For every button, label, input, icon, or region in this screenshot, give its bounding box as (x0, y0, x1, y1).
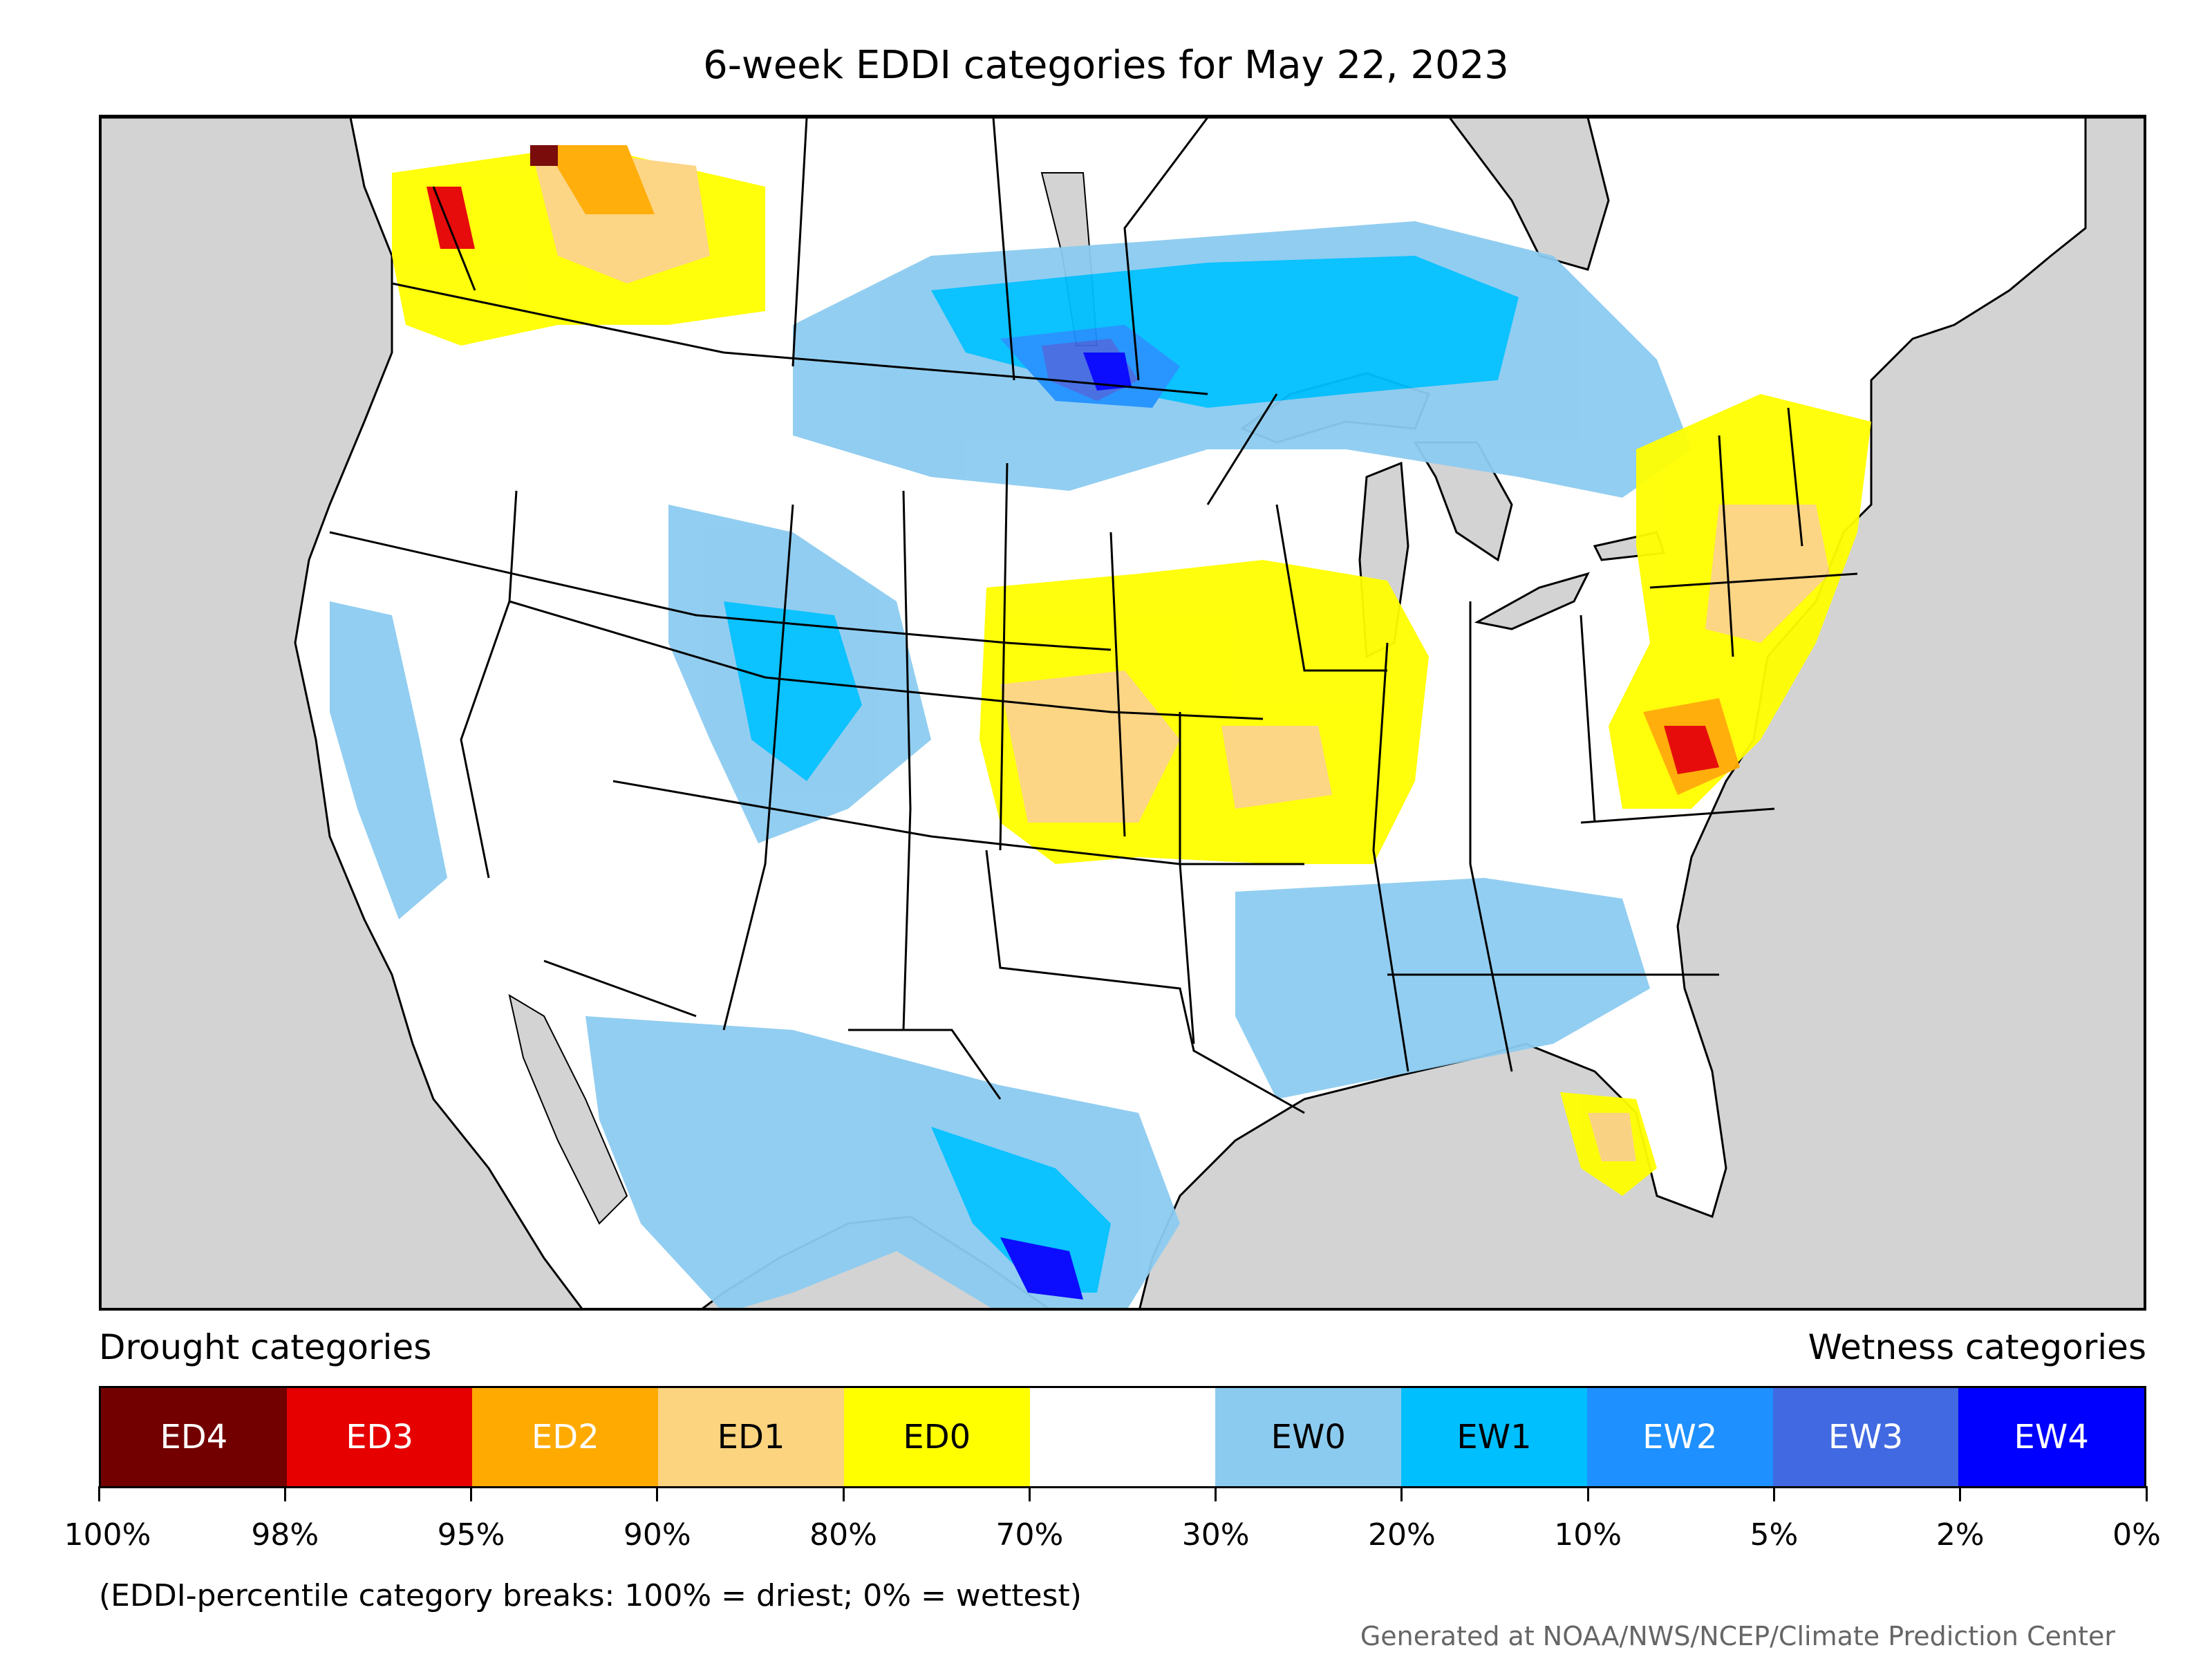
patch-ed1-florida (1588, 1113, 1636, 1161)
map-graphic (102, 118, 2144, 1308)
colorbar-tick-label: 5% (1750, 1517, 1799, 1553)
category-colorbar: ED4 ED3 ED2 ED1 ED0 EW0 EW1 EW2 EW3 EW4 (99, 1386, 2146, 1488)
colorbar-tick (283, 1486, 286, 1501)
colorbar-tick (470, 1486, 473, 1501)
colorbar-tick (656, 1486, 659, 1501)
category-ed3: ED3 (286, 1388, 473, 1486)
colorbar-tick-label: 100% (64, 1517, 151, 1553)
drought-heading: Drought categories (99, 1327, 432, 1367)
colorbar-tick (1586, 1486, 1589, 1501)
category-ew3: EW3 (1772, 1388, 1959, 1486)
wetness-heading: Wetness categories (1808, 1327, 2146, 1367)
colorbar-ticks (97, 1486, 2148, 1507)
patch-ed1-northeast (1705, 505, 1830, 643)
patch-ew1-colorado (724, 601, 862, 781)
colorbar-tick-label: 70% (995, 1517, 1064, 1553)
colorbar-tick (97, 1486, 100, 1501)
colorbar-tick (1772, 1486, 1775, 1501)
colorbar-tick-label: 90% (623, 1517, 691, 1553)
hudson-bay (1448, 118, 1610, 271)
wetness-patches (330, 221, 1691, 1308)
colorbar-tick (1215, 1486, 1217, 1501)
map-title: 6-week EDDI categories for May 22, 2023 (703, 43, 1509, 88)
colorbar-tick (1400, 1486, 1403, 1501)
category-ed2: ED2 (472, 1388, 659, 1486)
category-ew2: EW2 (1586, 1388, 1773, 1486)
category-normal (1029, 1388, 1216, 1486)
patch-ew0-california (330, 601, 447, 919)
colorbar-tick-label: 2% (1936, 1517, 1985, 1553)
category-ed1: ED1 (658, 1388, 844, 1486)
colorbar-tick-label: 20% (1368, 1517, 1436, 1553)
colorbar-tick-label: 0% (2112, 1517, 2161, 1553)
category-ed4: ED4 (101, 1388, 287, 1486)
category-ew1: EW1 (1401, 1388, 1587, 1486)
colorbar-tick-label: 98% (251, 1517, 319, 1553)
category-ew0: EW0 (1215, 1388, 1402, 1486)
patch-ed2-pacnw (544, 145, 655, 214)
category-ew4: EW4 (1958, 1388, 2145, 1486)
category-note: (EDDI-percentile category breaks: 100% =… (99, 1578, 1082, 1613)
patch-ew3-texas (1000, 1237, 1083, 1300)
eddi-map (99, 115, 2146, 1311)
category-ed0: ED0 (843, 1388, 1030, 1486)
colorbar-tick-label: 30% (1181, 1517, 1250, 1553)
colorbar-tick (1959, 1486, 1962, 1501)
colorbar-tick (1028, 1486, 1031, 1501)
colorbar-tick-label: 10% (1554, 1517, 1622, 1553)
credit-line: Generated at NOAA/NWS/NCEP/Climate Predi… (1360, 1621, 2115, 1651)
patch-ew4-dakota (1083, 353, 1132, 391)
patch-ed4-bc (530, 145, 558, 166)
colorbar-tick (842, 1486, 845, 1501)
gulf-of-california (508, 993, 628, 1225)
lake-erie (1474, 572, 1590, 630)
patch-ed3-virginia (1664, 726, 1719, 774)
colorbar-tick-label: 95% (437, 1517, 505, 1553)
drought-patches (392, 145, 1871, 1196)
patch-ed1-missouri (1221, 726, 1332, 809)
colorbar-tick-label: 80% (809, 1517, 877, 1553)
patch-ew0-southeast (1235, 878, 1650, 1099)
colorbar-tick (2145, 1486, 2148, 1501)
political-boundaries (329, 118, 1858, 1114)
patch-ed1-plains (1000, 671, 1180, 823)
